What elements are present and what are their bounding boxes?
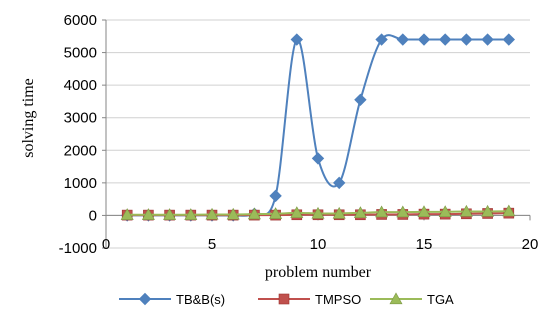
- x-tick-label: 5: [208, 236, 216, 253]
- legend: TB&B(s) TMPSO TGA: [119, 292, 454, 307]
- legend-label: TGA: [427, 292, 454, 307]
- data-point: [120, 208, 134, 220]
- data-point: [290, 33, 304, 46]
- data-point: [141, 208, 155, 220]
- series-triangle: [120, 204, 516, 220]
- legend-marker: [278, 293, 290, 305]
- data-point: [375, 33, 388, 46]
- data-point: [247, 207, 261, 220]
- y-tick-label: 3000: [64, 110, 97, 127]
- y-tick-label: 0: [89, 207, 97, 224]
- x-tick-label: 20: [522, 236, 539, 253]
- legend-label: TB&B(s): [176, 292, 225, 307]
- data-point: [375, 205, 389, 218]
- data-point: [290, 206, 304, 218]
- y-tick-label: 1000: [64, 175, 97, 192]
- data-point: [184, 208, 198, 220]
- x-axis-title: problem number: [265, 264, 372, 281]
- x-tick-label: 15: [416, 236, 433, 253]
- x-tick-label: 0: [102, 236, 110, 253]
- series-group: [120, 33, 516, 222]
- y-axis-title: solving time: [20, 78, 37, 158]
- data-point: [417, 33, 431, 46]
- data-point: [163, 208, 177, 220]
- legend-marker: [389, 292, 403, 305]
- data-point: [269, 189, 282, 203]
- data-point: [459, 204, 473, 217]
- data-point: [396, 205, 410, 218]
- data-point: [481, 33, 494, 46]
- data-point: [502, 33, 516, 46]
- y-tick-label: 2000: [64, 142, 97, 159]
- data-point: [311, 152, 325, 165]
- data-point: [417, 205, 431, 217]
- legend-marker: [138, 292, 152, 306]
- legend-item: TGA: [370, 292, 454, 307]
- data-point: [502, 204, 516, 217]
- data-point: [226, 207, 240, 220]
- y-tick-label: 4000: [64, 77, 97, 94]
- x-tick-label: 10: [310, 236, 327, 253]
- y-tick-label: 6000: [64, 12, 97, 29]
- data-point: [205, 207, 219, 220]
- data-point: [438, 205, 452, 217]
- data-point: [311, 206, 325, 219]
- y-tick-label: 5000: [64, 45, 97, 62]
- data-point: [353, 206, 367, 218]
- data-point: [332, 206, 346, 219]
- tick-labels: -1000 0 1000 2000 3000 4000 5000 6000 0 5 10 15 20: [59, 12, 539, 257]
- data-point: [354, 93, 367, 107]
- data-point: [481, 204, 495, 217]
- legend-label: TMPSO: [315, 292, 361, 307]
- data-point: [332, 176, 346, 190]
- legend-item: TB&B(s): [119, 292, 225, 307]
- data-point: [396, 33, 410, 46]
- data-point: [438, 33, 452, 46]
- y-tick-label: -1000: [59, 240, 97, 257]
- series-line: [127, 34, 509, 217]
- data-point: [269, 207, 283, 219]
- series-diamond: [120, 33, 516, 222]
- data-point: [460, 33, 473, 46]
- legend-item: TMPSO: [258, 292, 361, 307]
